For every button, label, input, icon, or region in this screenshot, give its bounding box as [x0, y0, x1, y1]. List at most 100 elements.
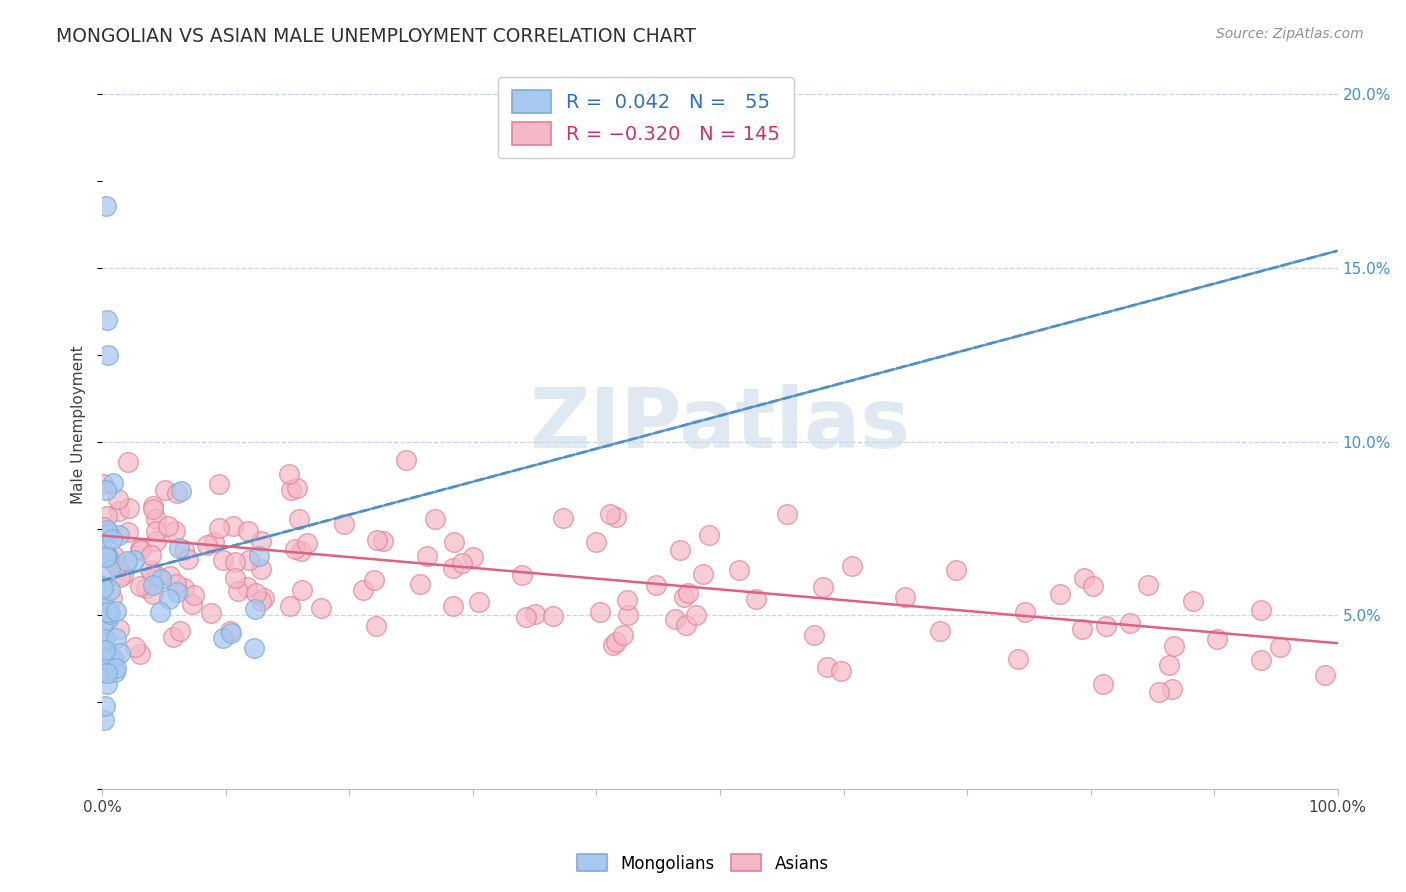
- Point: [181, 597, 204, 611]
- Point: [129, 542, 152, 557]
- Point: [93, 665, 115, 679]
- Point: [928, 624, 950, 639]
- Point: [153, 483, 176, 497]
- Point: [669, 543, 692, 558]
- Point: [129, 541, 152, 556]
- Point: [94, 632, 117, 647]
- Point: [551, 511, 574, 525]
- Point: [167, 541, 190, 555]
- Legend: Mongolians, Asians: Mongolians, Asians: [571, 847, 835, 880]
- Point: [245, 586, 267, 600]
- Point: [253, 591, 276, 606]
- Text: MONGOLIAN VS ASIAN MALE UNEMPLOYMENT CORRELATION CHART: MONGOLIAN VS ASIAN MALE UNEMPLOYMENT COR…: [56, 27, 696, 45]
- Point: [249, 549, 271, 564]
- Text: ZIPatlas: ZIPatlas: [530, 384, 911, 465]
- Point: [159, 569, 181, 583]
- Point: [94, 483, 117, 498]
- Point: [219, 625, 242, 640]
- Point: [107, 559, 129, 574]
- Point: [278, 599, 301, 614]
- Point: [100, 650, 122, 665]
- Point: [142, 499, 165, 513]
- Point: [280, 483, 302, 498]
- Point: [108, 623, 131, 637]
- Point: [104, 665, 127, 680]
- Point: [103, 652, 125, 666]
- Point: [678, 586, 700, 600]
- Point: [1119, 616, 1142, 631]
- Point: [101, 651, 124, 665]
- Point: [105, 604, 128, 618]
- Point: [112, 568, 135, 582]
- Point: [288, 512, 311, 526]
- Point: [97, 525, 120, 540]
- Point: [142, 502, 165, 516]
- Point: [675, 618, 697, 632]
- Point: [93, 579, 115, 593]
- Point: [98, 583, 121, 598]
- Point: [1268, 640, 1291, 655]
- Point: [222, 519, 245, 533]
- Point: [124, 640, 146, 654]
- Point: [451, 557, 474, 571]
- Point: [616, 593, 638, 607]
- Point: [94, 549, 117, 564]
- Point: [141, 568, 163, 582]
- Point: [441, 599, 464, 613]
- Point: [1315, 668, 1337, 682]
- Point: [93, 549, 115, 563]
- Point: [366, 618, 388, 632]
- Point: [97, 605, 120, 619]
- Point: [117, 524, 139, 539]
- Point: [226, 584, 249, 599]
- Point: [173, 542, 195, 557]
- Point: [219, 624, 242, 639]
- Point: [128, 647, 150, 661]
- Point: [366, 533, 388, 548]
- Point: [207, 521, 229, 535]
- Point: [250, 593, 273, 607]
- Point: [1250, 653, 1272, 667]
- Point: [841, 559, 863, 574]
- Point: [211, 631, 233, 645]
- Point: [94, 550, 117, 565]
- Point: [727, 563, 749, 577]
- Point: [108, 527, 131, 541]
- Point: [224, 555, 246, 569]
- Point: [685, 607, 707, 622]
- Point: [104, 631, 127, 645]
- Point: [166, 486, 188, 500]
- Point: [93, 635, 115, 649]
- Point: [1007, 652, 1029, 666]
- Point: [1073, 571, 1095, 585]
- Point: [145, 512, 167, 526]
- Point: [1014, 605, 1036, 619]
- Point: [98, 603, 121, 617]
- Point: [243, 640, 266, 655]
- Point: [93, 652, 115, 666]
- Point: [169, 624, 191, 638]
- Point: [100, 554, 122, 568]
- Point: [93, 615, 115, 630]
- Point: [96, 677, 118, 691]
- Point: [332, 516, 354, 531]
- Point: [515, 609, 537, 624]
- Point: [1161, 682, 1184, 697]
- Point: [101, 532, 124, 546]
- Point: [1250, 602, 1272, 616]
- Point: [277, 467, 299, 481]
- Point: [93, 581, 115, 595]
- Point: [156, 519, 179, 533]
- Point: [894, 590, 917, 604]
- Point: [117, 455, 139, 469]
- Y-axis label: Male Unemployment: Male Unemployment: [72, 345, 86, 504]
- Point: [588, 606, 610, 620]
- Point: [166, 585, 188, 599]
- Point: [118, 500, 141, 515]
- Point: [745, 591, 768, 606]
- Point: [146, 569, 169, 583]
- Point: [183, 588, 205, 602]
- Point: [165, 524, 187, 539]
- Point: [97, 348, 120, 362]
- Point: [103, 549, 125, 563]
